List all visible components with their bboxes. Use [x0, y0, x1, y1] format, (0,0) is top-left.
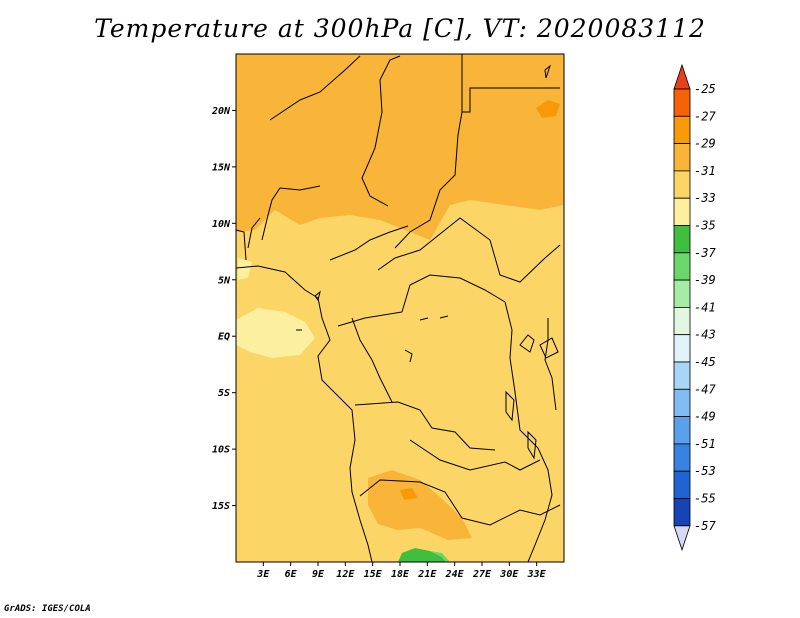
- colorbar-swatch: [673, 88, 691, 117]
- country-borders: [236, 54, 561, 562]
- colorbar-label: -37: [694, 246, 716, 260]
- colorbar-swatch: [673, 388, 691, 417]
- colorbar-swatch: [673, 252, 691, 281]
- lon-tick-label: 15E: [364, 569, 383, 580]
- lat-tick-label: 15N: [212, 162, 231, 173]
- colorbar-swatch: [673, 170, 691, 199]
- colorbar-swatch: [673, 115, 691, 145]
- grads-footer: GrADS: IGES/COLA: [4, 604, 91, 614]
- colorbar-label: -41: [694, 300, 716, 314]
- longitude-axis: 3E 6E 9E 12E 15E 18E 21E 24E 27E 30E 33E: [256, 562, 547, 580]
- colorbar-swatch: [673, 143, 691, 172]
- colorbar-swatch: [673, 416, 691, 445]
- lat-tick-label: 20N: [211, 106, 231, 117]
- colorbar-label: -49: [694, 410, 716, 424]
- lon-tick-label: 18E: [391, 569, 410, 580]
- field-band-33-35: [236, 308, 315, 358]
- lon-tick-label: 27E: [472, 569, 492, 580]
- field-band-29-31-north: [236, 54, 564, 240]
- colorbar-label: -43: [694, 328, 716, 342]
- colorbar-label: -55: [694, 492, 716, 506]
- colorbar-swatch: [673, 197, 691, 226]
- colorbar-label: -31: [694, 164, 716, 178]
- colorbar-label: -33: [694, 191, 716, 205]
- colorbar-label: -53: [694, 464, 716, 478]
- field-band-27-29-patch: [400, 488, 418, 500]
- lat-tick-label: 15S: [212, 501, 230, 512]
- colorbar-swatch: [673, 361, 691, 390]
- lat-tick-label: 5N: [218, 275, 231, 286]
- lon-tick-label: 33E: [527, 569, 547, 580]
- colorbar-label: -47: [694, 382, 716, 396]
- colorbar-bottom-arrow: [673, 525, 691, 552]
- colorbar-swatch: [673, 334, 691, 363]
- field-band-27-29-patch: [536, 100, 560, 118]
- colorbar-label: -39: [694, 273, 716, 287]
- colorbar-swatch: [673, 498, 691, 527]
- colorbar-label: -35: [694, 219, 716, 233]
- colorbar-label: -57: [694, 519, 716, 533]
- lat-tick-label: 5S: [218, 388, 230, 399]
- chart-title: Temperature at 300hPa [C], VT: 202008311…: [94, 14, 706, 43]
- field-band-29-31-south: [368, 470, 472, 540]
- lon-tick-label: 12E: [336, 569, 355, 580]
- colorbar-label: -51: [694, 437, 716, 451]
- colorbar: -25 -27 -29 -31 -33 -35 -37 -39 -41 -43 -45 -47 -49 -…: [673, 63, 716, 552]
- latitude-axis: 20N 15N 10N 5N EQ 5S 10S 15S: [211, 106, 236, 512]
- lat-tick-label: 10S: [212, 445, 230, 456]
- lon-tick-label: 30E: [499, 569, 519, 580]
- colorbar-swatch: [673, 470, 691, 499]
- colorbar-swatch: [673, 225, 691, 254]
- lon-tick-label: 3E: [256, 569, 270, 580]
- field-band-35-37: [398, 548, 446, 562]
- colorbar-label: -25: [694, 82, 716, 96]
- colorbar-label: -29: [694, 137, 716, 151]
- lat-tick-label: 10N: [212, 219, 231, 230]
- field-band-35-37-edge: [430, 551, 450, 562]
- colorbar-label: -27: [694, 109, 716, 123]
- colorbar-swatch: [673, 279, 691, 308]
- lon-tick-label: 9E: [312, 569, 325, 580]
- lon-tick-label: 6E: [285, 569, 298, 580]
- colorbar-swatch: [673, 306, 691, 336]
- lat-tick-label: EQ: [218, 332, 230, 343]
- field-band-33-35: [238, 258, 252, 280]
- colorbar-swatch: [673, 443, 691, 472]
- lon-tick-label: 21E: [417, 569, 437, 580]
- temperature-field: [236, 54, 564, 562]
- lon-tick-label: 24E: [445, 569, 465, 580]
- colorbar-label: -45: [694, 355, 716, 369]
- colorbar-top-arrow: [673, 63, 691, 90]
